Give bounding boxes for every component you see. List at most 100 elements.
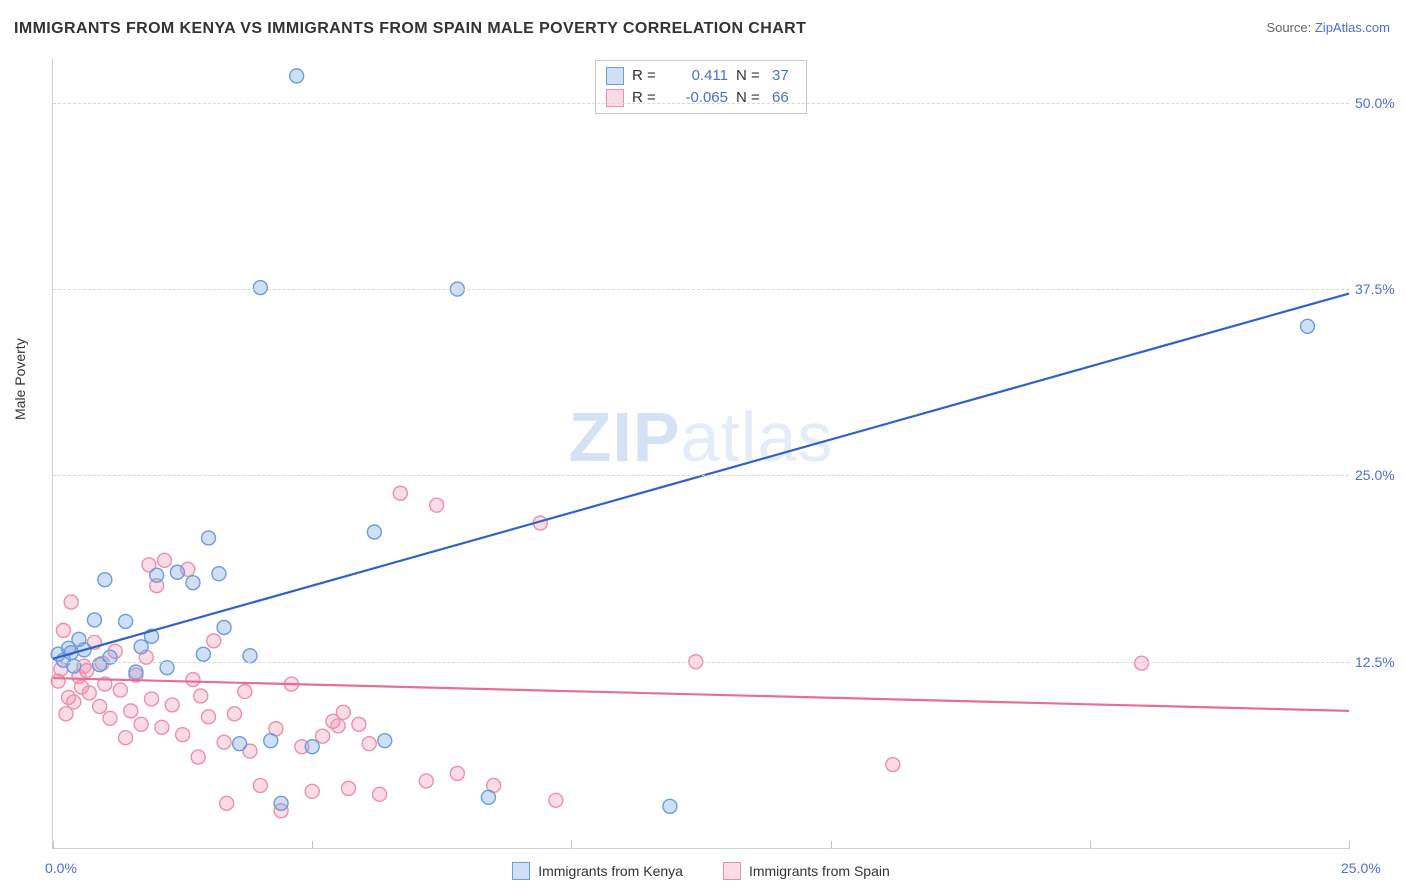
data-point: [305, 784, 319, 798]
data-point: [233, 737, 247, 751]
x-tick: [312, 841, 313, 849]
data-point: [186, 673, 200, 687]
data-point: [98, 573, 112, 587]
y-axis-label: Male Poverty: [12, 338, 28, 420]
data-point: [119, 614, 133, 628]
data-point: [450, 766, 464, 780]
gridline-h: [53, 662, 1349, 663]
y-tick-label: 12.5%: [1355, 654, 1405, 670]
data-point: [202, 710, 216, 724]
data-point: [212, 567, 226, 581]
gridline-h: [53, 103, 1349, 104]
gridline-h: [53, 289, 1349, 290]
data-point: [352, 717, 366, 731]
correlation-legend: R = 0.411 N = 37 R = -0.065 N = 66: [595, 60, 807, 114]
gridline-h: [53, 475, 1349, 476]
corr-r-kenya: 0.411: [668, 65, 728, 87]
data-point: [157, 553, 171, 567]
data-point: [129, 665, 143, 679]
x-tick-label: 0.0%: [45, 860, 77, 876]
x-tick: [53, 841, 54, 849]
data-point: [393, 486, 407, 500]
data-point: [202, 531, 216, 545]
data-point: [103, 711, 117, 725]
data-point: [481, 790, 495, 804]
source-credit: Source: ZipAtlas.com: [1266, 20, 1390, 35]
data-point: [56, 623, 70, 637]
data-point: [367, 525, 381, 539]
plot-area: ZIPatlas R = 0.411 N = 37 R = -0.065 N =…: [52, 58, 1349, 849]
y-tick-label: 25.0%: [1355, 467, 1405, 483]
legend-item-spain: Immigrants from Spain: [723, 862, 890, 880]
corr-r-label: R =: [632, 87, 660, 109]
x-tick: [571, 841, 572, 849]
data-point: [196, 647, 210, 661]
data-point: [186, 576, 200, 590]
data-point: [419, 774, 433, 788]
swatch-kenya-icon: [606, 67, 624, 85]
data-point: [336, 705, 350, 719]
data-point: [663, 799, 677, 813]
corr-n-label: N =: [736, 65, 764, 87]
data-point: [253, 778, 267, 792]
data-point: [134, 640, 148, 654]
data-point: [191, 750, 205, 764]
source-label: Source:: [1266, 20, 1314, 35]
corr-row-kenya: R = 0.411 N = 37: [606, 65, 796, 87]
data-point: [67, 695, 81, 709]
data-point: [87, 613, 101, 627]
x-tick: [1090, 841, 1091, 849]
data-point: [264, 734, 278, 748]
corr-r-label: R =: [632, 65, 660, 87]
data-point: [150, 568, 164, 582]
data-point: [82, 686, 96, 700]
swatch-kenya-icon: [512, 862, 530, 880]
corr-n-label: N =: [736, 87, 764, 109]
data-point: [80, 664, 94, 678]
data-point: [113, 683, 127, 697]
data-point: [341, 781, 355, 795]
data-point: [220, 796, 234, 810]
x-tick-label: 25.0%: [1341, 860, 1381, 876]
data-point: [217, 620, 231, 634]
data-point: [165, 698, 179, 712]
data-point: [373, 787, 387, 801]
data-point: [124, 704, 138, 718]
swatch-spain-icon: [606, 89, 624, 107]
data-point: [119, 731, 133, 745]
data-point: [170, 565, 184, 579]
corr-r-spain: -0.065: [668, 87, 728, 109]
data-point: [160, 661, 174, 675]
data-point: [1135, 656, 1149, 670]
corr-n-kenya: 37: [772, 65, 796, 87]
data-point: [305, 740, 319, 754]
legend-bottom: Immigrants from Kenya Immigrants from Sp…: [53, 862, 1349, 880]
data-point: [217, 735, 231, 749]
data-point: [362, 737, 376, 751]
data-point: [253, 281, 267, 295]
data-point: [155, 720, 169, 734]
legend-label-spain: Immigrants from Spain: [749, 863, 890, 879]
data-point: [144, 692, 158, 706]
data-point: [886, 758, 900, 772]
data-point: [331, 719, 345, 733]
data-point: [549, 793, 563, 807]
y-tick-label: 37.5%: [1355, 281, 1405, 297]
data-point: [227, 707, 241, 721]
data-point: [194, 689, 208, 703]
data-point: [93, 699, 107, 713]
data-point: [378, 734, 392, 748]
corr-row-spain: R = -0.065 N = 66: [606, 87, 796, 109]
data-point: [64, 595, 78, 609]
chart-title: IMMIGRANTS FROM KENYA VS IMMIGRANTS FROM…: [14, 20, 806, 38]
chart-svg: [53, 58, 1349, 848]
data-point: [274, 796, 288, 810]
y-tick-label: 50.0%: [1355, 95, 1405, 111]
source-link[interactable]: ZipAtlas.com: [1315, 20, 1390, 35]
data-point: [134, 717, 148, 731]
legend-item-kenya: Immigrants from Kenya: [512, 862, 683, 880]
data-point: [207, 634, 221, 648]
x-tick: [1349, 841, 1350, 849]
legend-label-kenya: Immigrants from Kenya: [538, 863, 683, 879]
x-tick: [831, 841, 832, 849]
